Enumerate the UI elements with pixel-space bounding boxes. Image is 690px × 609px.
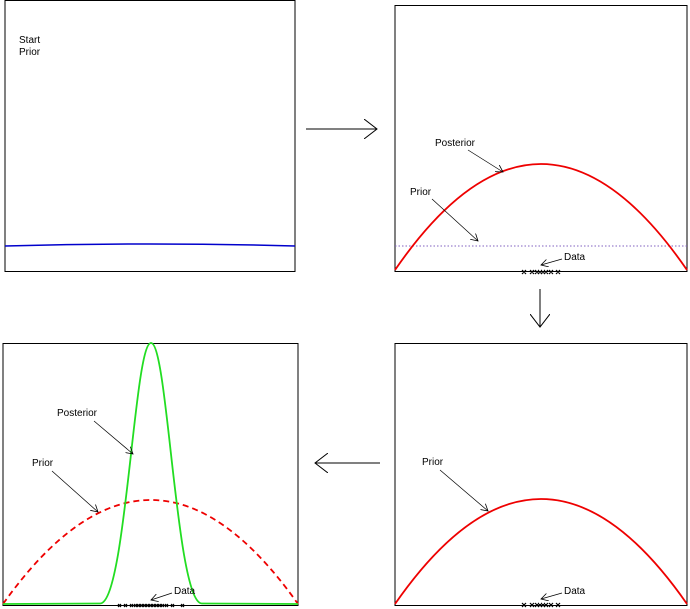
panel-frame (394, 343, 688, 606)
panel-label: Prior (19, 47, 41, 58)
annotation-arrow (93, 420, 133, 454)
annotation-arrow (431, 198, 478, 241)
prior-curve (2, 499, 299, 605)
prior-curve (4, 243, 296, 247)
panel-label: Start (19, 35, 40, 46)
prior-curve (394, 498, 688, 605)
panel-frame (4, 0, 296, 272)
annotation: Posterior (435, 138, 476, 149)
posterior-curve (2, 342, 299, 605)
annotation-arrow (51, 470, 98, 512)
annotation: Data (564, 586, 586, 597)
panel: Start Prior (4, 0, 296, 272)
annotation-arrow (541, 258, 563, 265)
panel: Prior Data (394, 343, 688, 608)
data-points (521, 602, 561, 608)
data-points (521, 269, 561, 275)
annotation-arrow (467, 149, 503, 172)
data-points (117, 603, 185, 608)
annotation: Posterior (57, 408, 98, 419)
annotation: Prior (32, 458, 54, 469)
annotation-arrow (439, 469, 488, 511)
annotation-arrow (541, 592, 563, 599)
panel: Posterior Prior Data (2, 342, 299, 608)
panel: Posterior Prior Data (394, 5, 688, 275)
annotation-arrow (151, 592, 173, 600)
annotation: Data (564, 252, 586, 263)
annotation: Prior (410, 187, 432, 198)
annotation: Data (174, 586, 196, 597)
panel-frame (394, 5, 688, 272)
panel-frame (2, 343, 299, 606)
posterior-curve (394, 163, 688, 271)
annotation: Prior (422, 457, 444, 468)
